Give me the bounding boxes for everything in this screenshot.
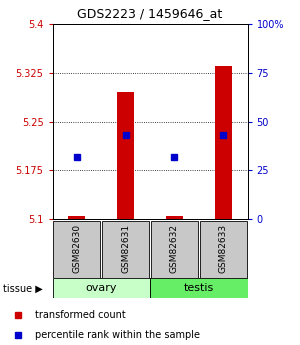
Text: GSM82633: GSM82633: [219, 224, 228, 273]
Bar: [52, 278, 150, 298]
Bar: [151, 221, 198, 278]
Title: GDS2223 / 1459646_at: GDS2223 / 1459646_at: [77, 7, 223, 20]
Bar: [214, 66, 232, 219]
Text: percentile rank within the sample: percentile rank within the sample: [35, 329, 200, 339]
Bar: [200, 221, 247, 278]
Bar: [68, 216, 86, 219]
Text: tissue ▶: tissue ▶: [3, 284, 43, 293]
Text: testis: testis: [184, 284, 214, 293]
Bar: [166, 216, 183, 219]
Text: ovary: ovary: [85, 284, 117, 293]
Text: transformed count: transformed count: [35, 310, 126, 320]
Bar: [102, 221, 149, 278]
Text: GSM82630: GSM82630: [72, 224, 81, 273]
Text: GSM82632: GSM82632: [170, 224, 179, 273]
Text: GSM82631: GSM82631: [121, 224, 130, 273]
Bar: [117, 92, 134, 219]
Bar: [53, 221, 100, 278]
Bar: [150, 278, 248, 298]
